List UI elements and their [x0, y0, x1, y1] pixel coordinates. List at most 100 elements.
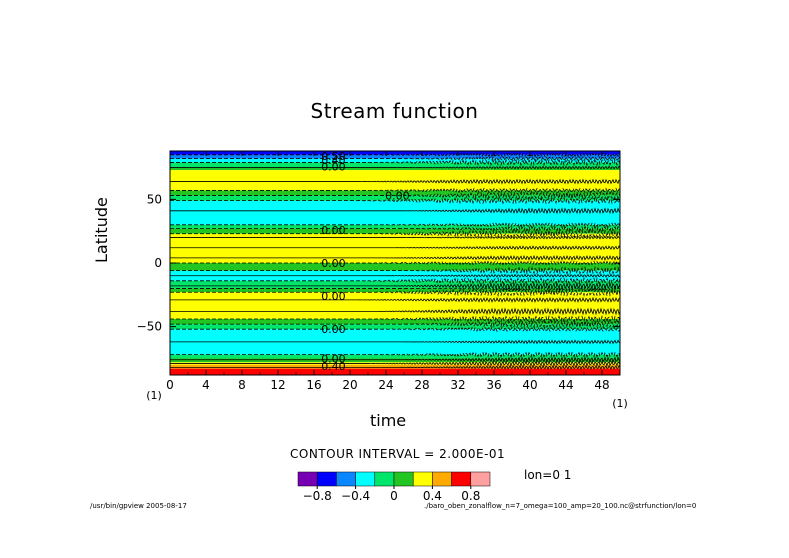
x-tick-label-6: 24	[378, 378, 393, 392]
solid-contour-13	[170, 364, 621, 370]
x-tick-label-10: 40	[522, 378, 537, 392]
x-tick-label-7: 28	[414, 378, 429, 392]
x-right-index: (1)	[612, 397, 628, 410]
dashed-contour-10	[170, 266, 621, 276]
band-16	[170, 292, 620, 319]
solid-contour-10	[170, 339, 621, 345]
colorbar-label-1: −0.4	[341, 489, 370, 503]
dashed-contour-6	[170, 222, 621, 228]
band-20	[170, 354, 620, 359]
dashed-contour-14	[170, 315, 621, 323]
band-6	[170, 190, 620, 196]
dashed-contour-0	[170, 152, 621, 158]
band-4	[170, 167, 620, 171]
band-24	[170, 368, 620, 375]
colorbar-swatch-5	[393, 471, 414, 487]
colorbar-swatch-2	[336, 471, 356, 487]
colorbar-swatch-8	[451, 471, 472, 487]
footer-left: /usr/bin/gpview 2005-08-17	[90, 502, 187, 510]
band-23	[170, 364, 620, 369]
solid-contour-4	[170, 245, 621, 251]
band-21	[170, 358, 620, 363]
band-10	[170, 228, 620, 234]
solid-contour-11	[170, 356, 621, 364]
colorbar-swatch-0	[297, 471, 318, 487]
dashed-contour-2	[170, 158, 621, 167]
lon-text: lon=0 1	[524, 468, 572, 482]
x-left-index: (1)	[146, 389, 162, 402]
band-17	[170, 319, 620, 325]
solid-contour-6	[170, 273, 621, 278]
band-0	[170, 151, 620, 155]
band-8	[170, 200, 620, 225]
band-14	[170, 280, 620, 289]
colorbar-swatch-4	[374, 471, 395, 487]
dashed-contour-7	[170, 225, 621, 232]
chart-title: Stream function	[310, 99, 479, 123]
x-tick-label-1: 4	[202, 378, 210, 392]
dashed-contour-5	[170, 196, 621, 205]
y-tick-label-1: 0	[154, 256, 162, 270]
contour-label-1: 0.40	[321, 154, 346, 167]
band-18	[170, 324, 620, 330]
colorbar-swatch-7	[432, 471, 452, 487]
contour-label-7: 0.00	[321, 323, 346, 336]
colorbar-swatch-9	[470, 471, 491, 487]
band-9	[170, 224, 620, 229]
x-tick-label-11: 44	[558, 378, 573, 392]
colorbar-label-4: 0.8	[461, 489, 480, 503]
solid-contour-7	[170, 281, 621, 290]
colorbar-label-0: −0.8	[303, 489, 332, 503]
x-tick-label-9: 36	[486, 378, 501, 392]
contour-label-6: 0.00	[321, 290, 346, 303]
x-tick-label-12: 48	[594, 378, 609, 392]
solid-contour-5	[170, 254, 621, 261]
solid-contour-1	[170, 178, 621, 185]
dashed-contour-4	[170, 190, 621, 201]
contour-interval-text: CONTOUR INTERVAL = 2.000E-01	[290, 447, 506, 461]
x-axis-label: time	[370, 411, 407, 430]
band-5	[170, 170, 620, 191]
band-12	[170, 263, 620, 271]
dashed-contour-3	[170, 187, 621, 194]
solid-contour-3	[170, 235, 621, 240]
dashed-contour-8	[170, 229, 621, 239]
x-tick-label-4: 16	[306, 378, 321, 392]
solid-contour-9	[170, 307, 621, 316]
contour-label-3: 0.00	[385, 190, 410, 203]
dashed-contour-15	[170, 319, 621, 329]
colorbar-label-3: 0.4	[423, 489, 442, 503]
contour-label-2: 0.00	[321, 160, 346, 173]
dashed-contour-17	[170, 351, 621, 358]
band-1	[170, 154, 620, 159]
band-3	[170, 162, 620, 168]
solid-contour-8	[170, 296, 621, 303]
dashed-contour-13	[170, 287, 621, 297]
contour-label-9: 0.40	[321, 360, 346, 373]
contour-label-4: 0.00	[321, 224, 346, 237]
x-tick-label-2: 8	[238, 378, 246, 392]
solid-contour-0	[170, 165, 621, 170]
colorbar-swatch-1	[316, 471, 337, 487]
contour-label-5: 0.00	[321, 257, 346, 270]
contour-label-0: 0.50	[321, 150, 346, 163]
y-tick-label-0: 50	[147, 192, 162, 206]
solid-contour-2	[170, 207, 621, 215]
x-tick-label-0: 0	[166, 378, 174, 392]
dashed-contour-1	[170, 155, 621, 162]
colorbar-label-2: 0	[390, 489, 398, 503]
solid-contour-12	[170, 360, 621, 367]
y-tick-label-2: −50	[137, 320, 162, 334]
contour-label-8: 0.00	[321, 352, 346, 365]
dashed-contour-12	[170, 285, 621, 291]
x-tick-label-8: 32	[450, 378, 465, 392]
band-15	[170, 288, 620, 293]
dashed-contour-16	[170, 326, 621, 333]
band-7	[170, 195, 620, 201]
x-tick-label-5: 20	[342, 378, 357, 392]
x-tick-label-3: 12	[270, 378, 285, 392]
dashed-contour-11	[170, 276, 621, 285]
dashed-contour-9	[170, 260, 621, 266]
footer-right: ./baro_oben_zonalflow_n=7_omega=100_amp=…	[424, 502, 697, 510]
